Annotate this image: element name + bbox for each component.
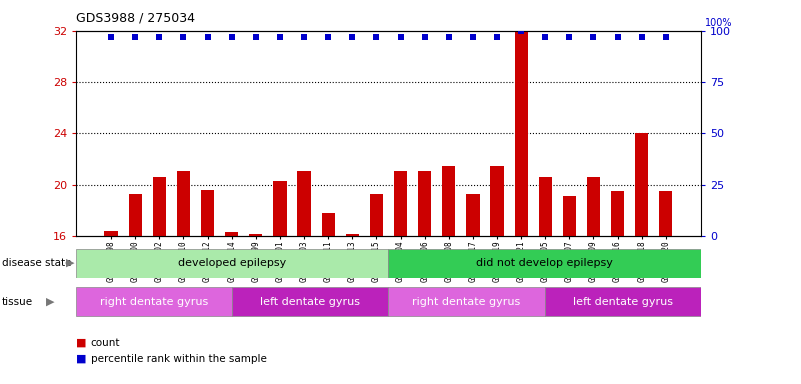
Bar	[490, 166, 504, 236]
Bar	[76, 288, 232, 316]
Point	[635, 34, 648, 40]
Point	[442, 34, 455, 40]
Bar	[177, 170, 190, 236]
Bar	[225, 232, 239, 236]
Point	[346, 34, 359, 40]
Point	[153, 34, 166, 40]
Text: count: count	[91, 338, 120, 348]
Bar	[76, 249, 388, 278]
Point	[129, 34, 142, 40]
Point	[659, 34, 672, 40]
Point	[466, 34, 479, 40]
Text: ▶: ▶	[46, 297, 54, 307]
Bar	[297, 170, 311, 236]
Point	[177, 34, 190, 40]
Point	[611, 34, 624, 40]
Point	[298, 34, 311, 40]
Text: right dentate gyrus: right dentate gyrus	[413, 297, 521, 307]
Point	[274, 34, 287, 40]
Bar	[611, 191, 624, 236]
Bar	[635, 134, 648, 236]
Bar	[587, 177, 600, 236]
Bar	[538, 177, 552, 236]
Text: left dentate gyrus: left dentate gyrus	[573, 297, 673, 307]
Text: right dentate gyrus: right dentate gyrus	[100, 297, 208, 307]
Text: ■: ■	[76, 338, 87, 348]
Bar	[273, 181, 287, 236]
Point	[587, 34, 600, 40]
Text: ▶: ▶	[66, 258, 74, 268]
Bar	[104, 231, 118, 236]
Bar	[388, 249, 701, 278]
Point	[370, 34, 383, 40]
Text: developed epilepsy: developed epilepsy	[178, 258, 287, 268]
Text: left dentate gyrus: left dentate gyrus	[260, 297, 360, 307]
Bar	[442, 166, 456, 236]
Point	[418, 34, 431, 40]
Bar	[129, 194, 142, 236]
Bar	[321, 213, 335, 236]
Bar	[370, 194, 383, 236]
Point	[563, 34, 576, 40]
Point	[225, 34, 238, 40]
Point	[539, 34, 552, 40]
Point	[394, 34, 407, 40]
Bar	[545, 288, 701, 316]
Bar	[249, 233, 263, 236]
Text: ■: ■	[76, 354, 87, 364]
Point	[249, 34, 262, 40]
Bar	[514, 31, 528, 236]
Text: tissue: tissue	[2, 297, 33, 307]
Bar	[232, 288, 388, 316]
Bar	[418, 170, 431, 236]
Text: percentile rank within the sample: percentile rank within the sample	[91, 354, 267, 364]
Point	[201, 34, 214, 40]
Point	[515, 28, 528, 34]
Bar	[563, 196, 576, 236]
Bar	[153, 177, 166, 236]
Bar	[466, 194, 480, 236]
Bar	[201, 190, 214, 236]
Bar	[659, 191, 673, 236]
Bar	[388, 288, 545, 316]
Text: 100%: 100%	[705, 18, 733, 28]
Point	[105, 34, 118, 40]
Text: disease state: disease state	[2, 258, 71, 268]
Text: GDS3988 / 275034: GDS3988 / 275034	[76, 12, 195, 25]
Point	[322, 34, 335, 40]
Bar	[394, 170, 407, 236]
Bar	[346, 233, 359, 236]
Point	[490, 34, 503, 40]
Text: did not develop epilepsy: did not develop epilepsy	[477, 258, 613, 268]
